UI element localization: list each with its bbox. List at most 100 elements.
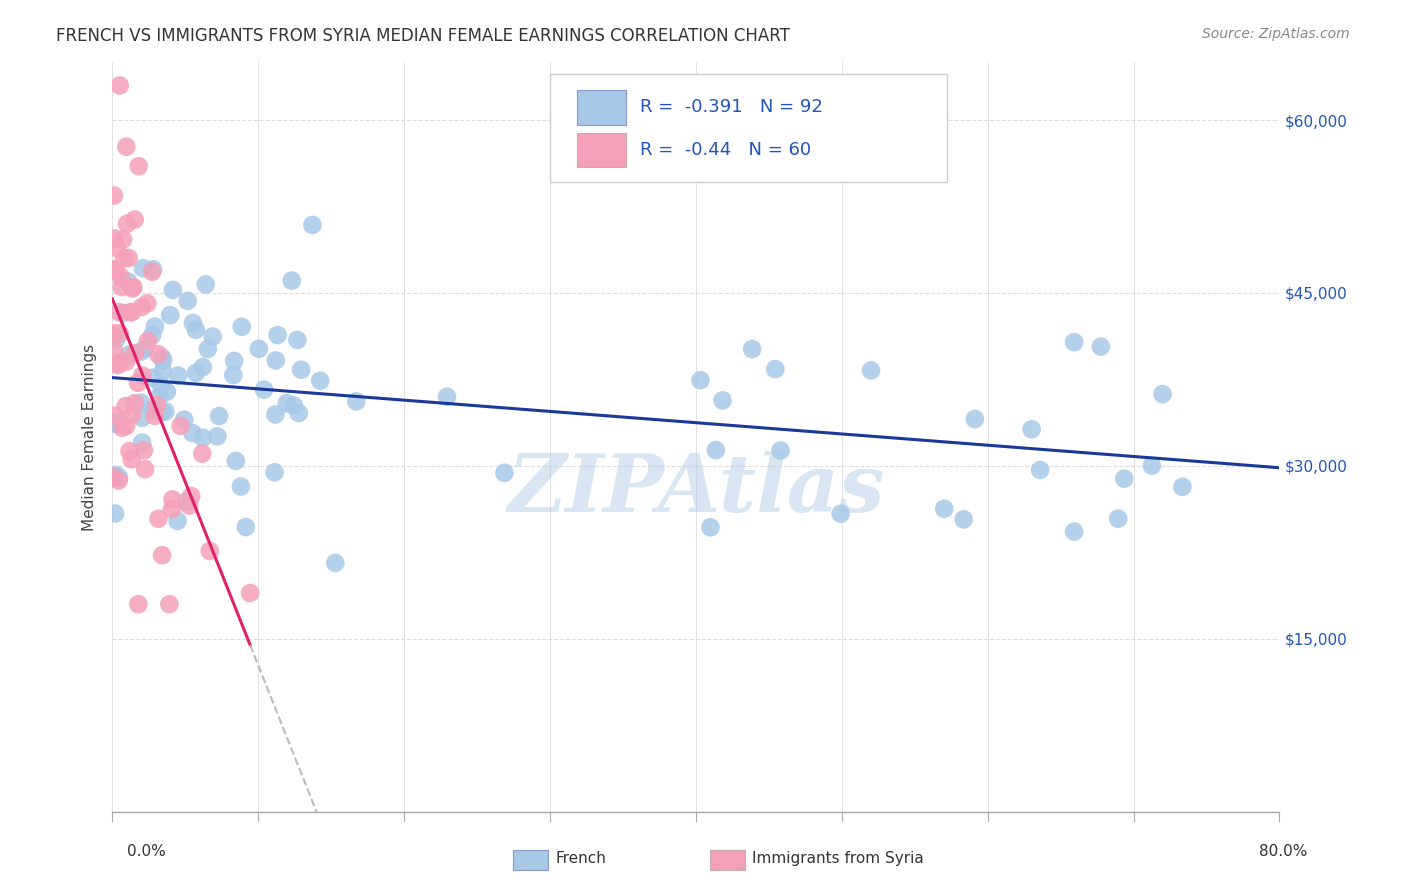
Point [136,334,159,348]
Point [1171,480,1194,494]
Point [104,326,127,341]
Point [121,408,143,422]
FancyBboxPatch shape [576,133,626,168]
Point [103,188,125,202]
Point [129,395,152,409]
Point [132,443,155,458]
Point [114,399,136,413]
Text: Source: ZipAtlas.com: Source: ZipAtlas.com [1202,27,1350,41]
Text: R =  -0.391   N = 92: R = -0.391 N = 92 [640,98,823,116]
Point [149,389,172,403]
Point [124,396,146,410]
Point [142,370,165,384]
Point [143,409,166,423]
Point [105,417,128,432]
Point [201,329,224,343]
Point [225,454,247,468]
Point [104,468,127,483]
Point [741,342,763,356]
Point [117,275,139,289]
Point [309,374,332,388]
Point [121,281,143,295]
Point [1107,511,1129,525]
Point [266,328,288,343]
Point [264,353,287,368]
Point [111,280,134,294]
Point [107,474,129,488]
Point [142,262,165,277]
Point [494,466,516,480]
Point [689,373,711,387]
Point [174,494,197,508]
Point [141,403,163,417]
Point [128,159,150,173]
Point [124,346,146,360]
Point [155,404,177,418]
Point [253,383,276,397]
Point [1063,335,1085,350]
Point [150,405,173,419]
Point [104,263,127,277]
Point [103,409,125,423]
Point [108,470,131,484]
Point [157,597,180,611]
Point [290,363,312,377]
Point [112,306,135,320]
Point [1140,458,1163,473]
Text: ZIPAtlas: ZIPAtlas [508,450,884,528]
Point [146,347,169,361]
Y-axis label: Median Female Earnings: Median Female Earnings [82,343,97,531]
Point [1152,387,1174,401]
Point [131,435,153,450]
Point [146,398,169,412]
Point [194,277,217,292]
Point [181,316,204,330]
Point [148,512,170,526]
Point [121,452,143,467]
Point [141,265,163,279]
Point [120,305,142,319]
Text: 0.0%: 0.0% [127,845,166,859]
Point [287,333,309,347]
Point [162,283,184,297]
Point [104,507,127,521]
Point [141,328,163,343]
Point [111,420,134,434]
Point [160,502,183,516]
Point [108,78,131,93]
Point [235,520,257,534]
Point [127,597,149,611]
Point [118,444,141,458]
Point [108,356,131,370]
Point [224,354,246,368]
Point [107,415,129,429]
Point [860,363,883,377]
Point [283,399,305,413]
Point [150,351,173,365]
Point [699,520,721,534]
Point [963,412,986,426]
FancyBboxPatch shape [550,74,946,182]
Point [131,410,153,425]
Point [280,274,302,288]
Point [222,368,245,382]
Point [191,447,214,461]
Point [104,231,127,245]
Point [179,499,201,513]
Point [191,431,214,445]
Point [173,412,195,426]
Point [150,378,173,392]
Point [121,305,143,319]
Point [180,489,202,503]
Point [1090,340,1112,354]
Text: R =  -0.44   N = 60: R = -0.44 N = 60 [640,141,811,159]
Point [436,390,458,404]
Point [143,319,166,334]
Point [105,241,128,255]
Point [264,408,287,422]
Point [344,394,367,409]
Point [952,512,974,526]
Point [162,492,184,507]
Point [110,270,132,285]
Point [830,507,852,521]
